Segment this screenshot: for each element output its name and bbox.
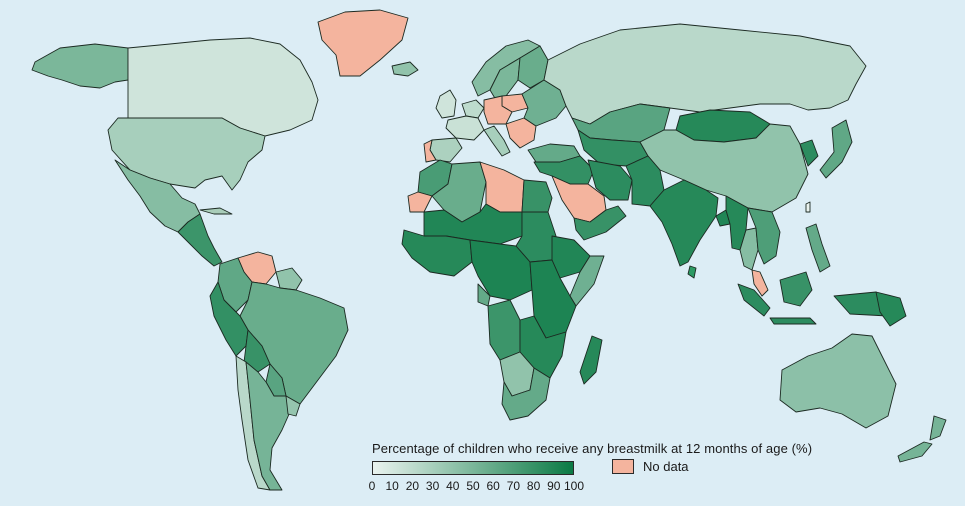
scale-tick-label: 20 [405, 479, 420, 493]
region-iceland: Iceland [391, 61, 419, 77]
color-scale-bar [372, 461, 574, 475]
region-indochina: Vietnam, Laos and Cambodia [747, 207, 781, 265]
scale-tick-label: 0 [368, 479, 376, 493]
region-central-america: Central America [177, 213, 223, 267]
scale-tick-label: 70 [506, 479, 521, 493]
region-korea: Korea [799, 139, 819, 167]
scale-tick-label: 80 [526, 479, 541, 493]
region-italy: Italy [483, 125, 511, 157]
no-data-label: No data [643, 459, 689, 474]
region-western-europe: Western Europe [461, 99, 485, 119]
legend-title: Percentage of children who receive any b… [372, 441, 813, 456]
island-sri-lanka [687, 265, 697, 279]
region-south-africa: South Africa [501, 367, 551, 421]
scale-tick-label: 90 [547, 479, 561, 493]
scale-tick-label: 10 [385, 479, 399, 493]
region-greenland: Greenland [317, 9, 409, 77]
region-uk-ireland: United Kingdom and Ireland [435, 89, 457, 119]
region-papua-new-guinea: Papua New Guinea [875, 291, 907, 327]
region-portugal: Portugal [423, 139, 437, 163]
region-india: India [649, 179, 719, 267]
region-japan: Japan [819, 119, 853, 179]
scale-tick-label: 100 [563, 479, 585, 493]
region-borneo: Borneo [779, 271, 813, 307]
region-germany: Germany [483, 95, 513, 125]
small-islands [199, 201, 811, 279]
no-data-swatch [612, 459, 634, 474]
region-alaska: Alaska [31, 43, 129, 89]
region-yemen-oman: Yemen and Oman [573, 205, 627, 241]
region-egypt: Egypt [521, 179, 553, 213]
region-madagascar: Madagascar [579, 335, 603, 385]
region-argentina: Argentina [245, 361, 291, 491]
region-australia: Australia [779, 333, 897, 429]
region-new-zealand: New Zealand [897, 415, 947, 463]
region-france: France [445, 115, 485, 141]
scale-tick-label: 40 [446, 479, 460, 493]
region-united-states: United States [107, 117, 266, 191]
island-taiwan [805, 201, 811, 213]
region-myanmar: Myanmar [725, 195, 749, 251]
region-guianas: Guianas [275, 267, 303, 291]
island-cuba [199, 207, 233, 215]
region-east-africa: East Africa [529, 259, 577, 339]
region-west-africa: West Africa [401, 229, 473, 277]
region-western-sahara: Western Sahara [407, 191, 433, 213]
scale-tick-label: 50 [466, 479, 480, 493]
scale-tick-label: 60 [486, 479, 500, 493]
region-iran: Iran [587, 159, 633, 201]
scale-tick-label: 30 [425, 479, 440, 493]
region-central-africa: Central Africa [469, 239, 533, 301]
region-uruguay: Uruguay [285, 395, 301, 417]
region-malaysia: Malaysia [751, 269, 769, 297]
region-philippines: Philippines [805, 223, 831, 273]
